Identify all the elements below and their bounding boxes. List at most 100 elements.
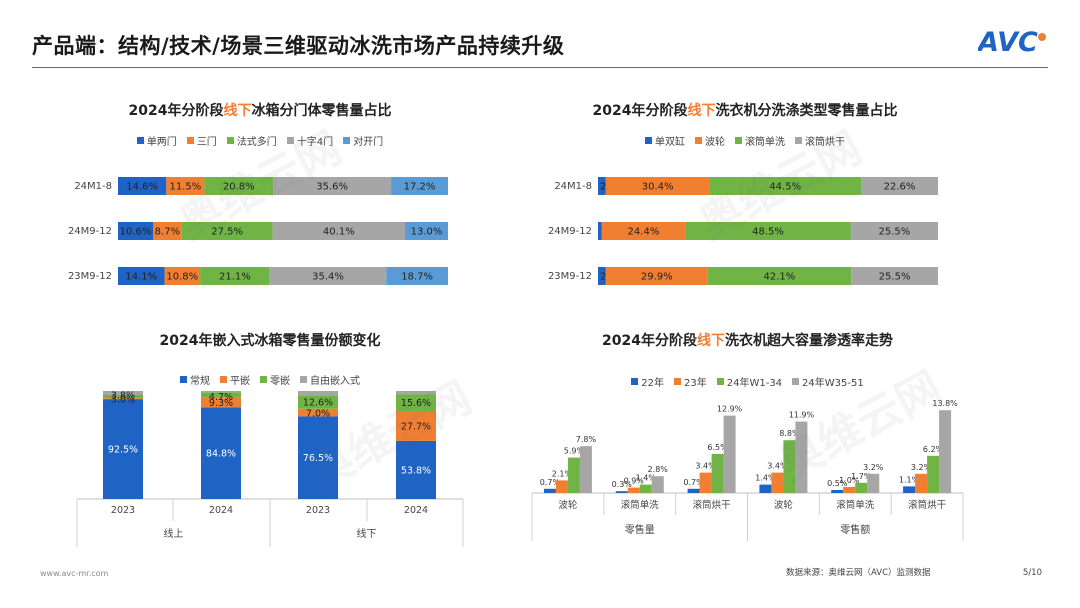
bar-segment	[386, 267, 448, 285]
bar-segment	[164, 267, 201, 285]
data-label: 3.2%	[863, 463, 884, 472]
chart-title: 2024年分阶段线下洗衣机分洗涤类型零售量占比	[592, 103, 898, 119]
legend-swatch	[343, 137, 351, 144]
data-label: 24.4%	[628, 227, 660, 238]
legend-label: 法式多门	[236, 137, 277, 148]
legend-item: 常规	[180, 372, 210, 387]
data-label: 13.0%	[411, 227, 443, 238]
legend-swatch	[186, 137, 194, 144]
footer-website: www.avc-mr.com	[40, 569, 109, 578]
legend-label: 滚筒烘干	[805, 137, 845, 148]
legend-swatch	[795, 137, 802, 144]
data-label: 5.9%	[564, 447, 585, 456]
chart-title: 2024年分阶段线下冰箱分门体零售量占比	[128, 103, 392, 119]
legend-label: 三门	[196, 137, 217, 148]
category-label: 波轮	[774, 499, 794, 511]
data-label: 29.9%	[641, 272, 673, 283]
legend-swatch	[631, 378, 639, 385]
bar-segment	[396, 391, 436, 395]
legend-swatch	[735, 137, 742, 144]
data-label: 21.1%	[219, 272, 251, 283]
chart-builtin-fridge-share: 2024年嵌入式冰箱零售量份额变化 常规 平嵌 零嵌 自由嵌入式 92.5% 3.0% 3…	[75, 325, 465, 555]
data-label: 12.6%	[303, 398, 333, 409]
bar	[915, 473, 928, 493]
data-label: 42.1%	[764, 272, 796, 283]
legend-item: 24年W35-51	[792, 374, 864, 389]
data-label: 0.5%	[827, 479, 848, 488]
legend-swatch	[645, 137, 652, 144]
data-label: 27.5%	[211, 227, 243, 238]
legend-swatch	[300, 376, 307, 383]
bar-segment	[298, 416, 338, 499]
legend-swatch	[260, 376, 267, 383]
bar-segment	[201, 391, 241, 393]
category-label: 23M9-12	[548, 271, 592, 282]
legend-item: 零嵌	[260, 372, 290, 387]
chart-legend: 单两门 三门 法式多门 十字4门 对开门	[40, 133, 480, 148]
category-label: 24M1-8	[554, 181, 592, 192]
bar-segment	[391, 177, 448, 195]
bar	[927, 455, 940, 493]
bar	[687, 488, 700, 493]
category-label: 24M9-12	[548, 226, 592, 237]
data-label: 11.9%	[789, 411, 815, 420]
bar-segment	[200, 267, 270, 285]
category-label: 2024	[209, 505, 233, 516]
bar-segment	[298, 391, 338, 396]
bar	[579, 446, 592, 493]
legend-label: 单两门	[146, 137, 177, 148]
legend-label: 零嵌	[270, 376, 290, 387]
legend-swatch	[716, 378, 724, 385]
group-label: 线下	[357, 527, 377, 540]
legend-label: 自由嵌入式	[310, 376, 360, 387]
bar-segment	[605, 267, 708, 285]
chart-plot: 0.7%2.1%5.9%7.8%波轮0.3%0.9%1.4%2.8%滚筒单洗0.…	[531, 399, 964, 541]
legend-item: 自由嵌入式	[300, 372, 360, 387]
data-label: 27.7%	[401, 421, 431, 432]
data-label: 7.8%	[576, 435, 597, 444]
bar	[795, 421, 808, 493]
data-label: 17.2%	[404, 182, 436, 193]
bar-segment	[298, 395, 338, 409]
category-label: 波轮	[558, 499, 578, 511]
data-label: 18.7%	[401, 272, 433, 283]
data-label: 25.5%	[879, 227, 911, 238]
legend-item: 22年	[631, 374, 664, 389]
data-label: 6.5%	[707, 443, 728, 452]
data-label: 44.5%	[769, 182, 801, 193]
data-label: 3.4%	[767, 462, 788, 471]
category-label: 滚筒烘干	[693, 499, 731, 511]
bar-segment	[204, 177, 274, 195]
legend-item: 单双缸	[645, 133, 685, 148]
group-label: 线上	[164, 527, 184, 540]
data-label: 8.8%	[779, 429, 800, 438]
bar-segment	[598, 267, 606, 285]
legend-label: 单双缸	[655, 137, 685, 148]
page-title: 产品端：结构/技术/场景三维驱动冰洗市场产品持续升级	[32, 34, 565, 58]
legend-item: 滚筒单洗	[735, 133, 785, 148]
bar	[867, 473, 880, 493]
bar-segment	[153, 222, 182, 240]
data-label: 53.8%	[401, 465, 431, 476]
data-label: 9.3%	[209, 398, 233, 409]
bar-segment	[298, 408, 338, 417]
legend-label: 十字4门	[296, 137, 334, 148]
bar-segment	[273, 177, 392, 195]
chart-legend: 22年 23年 24年W1-34 24年W35-51	[530, 374, 965, 389]
bar-segment	[118, 222, 154, 240]
legend-item: 平嵌	[220, 372, 250, 387]
data-label: 40.1%	[323, 227, 355, 238]
data-label: 0.3%	[612, 480, 633, 489]
data-label: 3.2%	[911, 463, 932, 472]
bar-segment	[103, 399, 143, 499]
bar-segment	[272, 222, 406, 240]
legend-label: 22年	[641, 378, 664, 389]
data-label: 12.9%	[717, 405, 743, 414]
data-label: 84.8%	[206, 449, 236, 460]
data-label: 14.6%	[126, 182, 158, 193]
legend-item: 三门	[186, 133, 217, 148]
data-label: 6.2%	[923, 445, 944, 454]
data-label: 0.7%	[683, 478, 704, 487]
legend-label: 23年	[684, 378, 707, 389]
data-label: 15.6%	[401, 398, 431, 409]
